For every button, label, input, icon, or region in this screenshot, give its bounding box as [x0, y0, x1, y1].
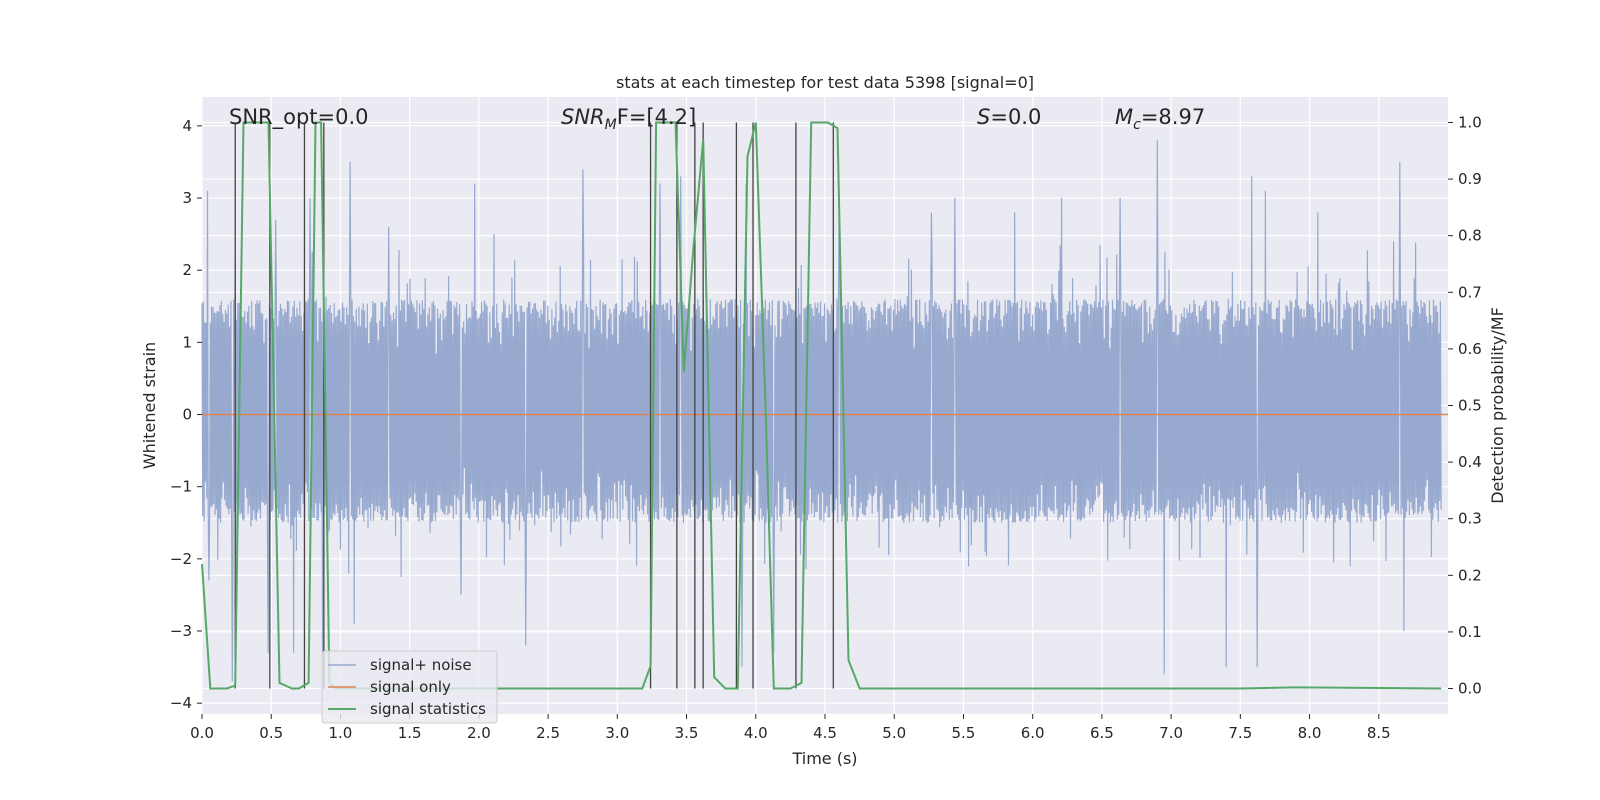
- y-right-axis-label: Detection probability/MF: [1488, 307, 1507, 504]
- signal-statistics-line: [201, 121, 1442, 690]
- x-axis-ticks: 0.0 0.5 1.0 1.5 2.0 2.5 3.0 3.5 4.0 4.5 5.0 5.5 6.0 6…: [190, 714, 1391, 742]
- y-right-tick-label: 0.9: [1458, 170, 1482, 188]
- y-left-axis-ticks: −4 −3 −2 −1 0 1 2 3 4: [170, 117, 202, 712]
- y-right-tick-label: 0.7: [1458, 283, 1482, 301]
- x-tick-label: 7.5: [1228, 724, 1252, 742]
- legend-label: signal+ noise: [370, 656, 472, 674]
- x-tick-label: 4.0: [744, 724, 768, 742]
- signal-plus-noise-series: [201, 140, 1442, 682]
- legend-box: [321, 650, 498, 724]
- x-tick-label: 5.0: [882, 724, 906, 742]
- signal-statistics-series: [201, 121, 1442, 690]
- chart-title: stats at each timestep for test data 539…: [616, 73, 1034, 92]
- x-tick-label: 3.5: [675, 724, 699, 742]
- x-tick-label: 2.0: [467, 724, 491, 742]
- legend-label: signal only: [370, 678, 451, 696]
- y-left-tick-label: 2: [182, 261, 192, 279]
- y-right-tick-label: 1.0: [1458, 113, 1482, 131]
- annotation-s: S=0.0: [977, 105, 1041, 129]
- y-left-tick-label: 1: [182, 333, 192, 351]
- annotation-mc: Mc=8.97: [1115, 105, 1205, 133]
- x-tick-label: 8.0: [1298, 724, 1322, 742]
- noise-line: [201, 140, 1442, 682]
- y-right-tick-label: 0.3: [1458, 510, 1482, 528]
- x-axis-label: Time (s): [791, 749, 857, 768]
- y-right-tick-label: 0.2: [1458, 566, 1482, 584]
- y-right-tick-label: 0.1: [1458, 623, 1482, 641]
- y-left-tick-label: 3: [182, 189, 192, 207]
- annotation-mc-base: M: [1115, 105, 1133, 129]
- x-tick-label: 0.0: [190, 724, 214, 742]
- y-right-tick-label: 0.6: [1458, 340, 1482, 358]
- y-left-tick-label: 0: [182, 406, 192, 424]
- x-tick-label: 1.0: [329, 724, 353, 742]
- annotation-mc-sub: c: [1133, 117, 1141, 133]
- annotation-snr-mf: SNRMF=[4.2]: [561, 105, 696, 133]
- annotation-snr-mf-rest: F=[4.2]: [617, 105, 696, 129]
- annotation-s-label: S: [977, 105, 990, 129]
- y-left-tick-label: −3: [170, 622, 192, 640]
- y-left-tick-label: −2: [170, 550, 192, 568]
- annotation-snr-mf-base: SNR: [561, 105, 605, 129]
- y-left-tick-label: −1: [170, 478, 192, 496]
- y-right-axis-ticks: 0.0 0.1 0.2 0.3 0.4 0.5 0.6 0.7 0.8 0.9 1.0: [1448, 113, 1482, 698]
- y-right-tick-label: 0.5: [1458, 397, 1482, 415]
- x-tick-label: 4.5: [813, 724, 837, 742]
- x-tick-label: 1.5: [398, 724, 422, 742]
- annotation-mc-value: =8.97: [1141, 105, 1205, 129]
- x-tick-label: 3.0: [605, 724, 629, 742]
- y-left-tick-label: 4: [182, 117, 192, 135]
- x-tick-label: 6.0: [1021, 724, 1045, 742]
- annotation-snr-mf-sub: M: [605, 117, 617, 133]
- x-tick-label: 6.5: [1090, 724, 1114, 742]
- annotation-snr-opt: SNR_opt=0.0: [229, 105, 369, 130]
- y-left-axis-label: Whitened strain: [140, 342, 159, 469]
- legend: signal+ noise signal only signal statistic…: [321, 650, 498, 724]
- x-tick-label: 2.5: [536, 724, 560, 742]
- y-right-tick-label: 0.4: [1458, 453, 1482, 471]
- y-left-tick-label: −4: [170, 694, 192, 712]
- y-right-tick-label: 0.0: [1458, 680, 1482, 698]
- legend-label: signal statistics: [370, 700, 486, 718]
- annotation-s-value: =0.0: [990, 105, 1041, 129]
- x-tick-label: 5.5: [952, 724, 976, 742]
- x-tick-label: 7.0: [1159, 724, 1183, 742]
- x-tick-label: 8.5: [1367, 724, 1391, 742]
- y-right-tick-label: 0.8: [1458, 227, 1482, 245]
- x-tick-label: 0.5: [259, 724, 283, 742]
